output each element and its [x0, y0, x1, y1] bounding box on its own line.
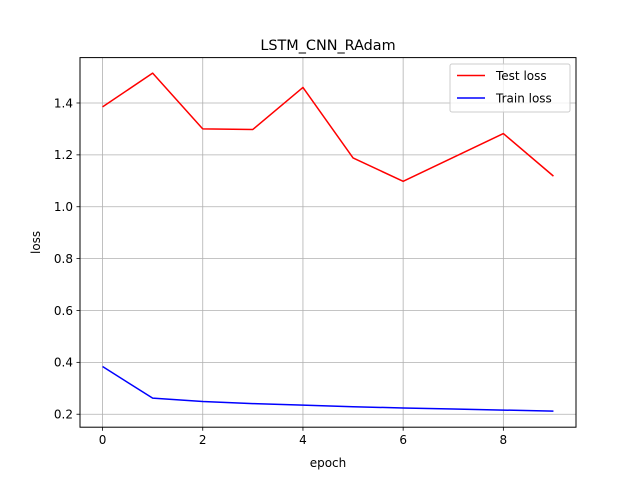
series-line-train-loss [102, 365, 554, 412]
y-tick-label: 0.2 [54, 408, 73, 422]
y-tick-label: 1.0 [54, 200, 73, 214]
chart-title: LSTM_CNN_RAdam [260, 38, 395, 54]
axis-ticks: 0 2 4 6 8 0.2 0.4 0.6 0.8 1.0 1.2 1.4 [54, 96, 507, 447]
y-axis-label: loss [29, 231, 43, 254]
y-tick-label: 0.4 [54, 356, 73, 370]
y-tick-label: 1.2 [54, 148, 73, 162]
series-line-test-loss [102, 72, 554, 183]
y-tick-label: 1.4 [54, 96, 73, 110]
series-layer [102, 72, 554, 412]
x-axis-label: epoch [310, 456, 347, 470]
y-tick-label: 0.8 [54, 252, 73, 266]
y-tick-label: 0.6 [54, 304, 73, 318]
x-tick-label: 0 [99, 433, 107, 447]
x-tick-label: 2 [199, 433, 207, 447]
grid-lines [80, 57, 576, 428]
legend-label-train-loss: Train loss [495, 92, 552, 106]
plot-frame [79, 57, 577, 428]
legend: Test loss Train loss [449, 63, 571, 113]
x-tick-label: 6 [399, 433, 407, 447]
legend-label-test-loss: Test loss [495, 69, 547, 83]
x-tick-label: 4 [299, 433, 307, 447]
x-tick-label: 8 [500, 433, 508, 447]
